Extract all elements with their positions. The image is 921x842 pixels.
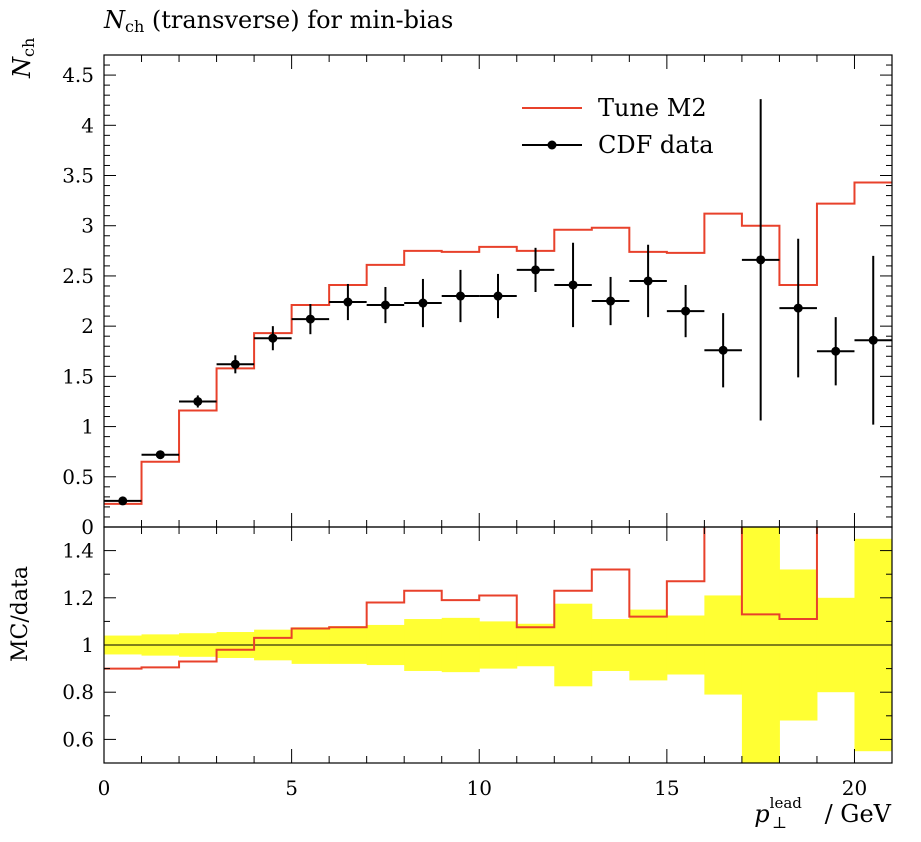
data-point [268, 333, 278, 343]
data-point [831, 346, 841, 356]
title-subscript: ch [125, 17, 145, 36]
x-tick-label: 10 [467, 776, 492, 800]
data-point [193, 396, 203, 406]
y-tick-label: 0 [81, 515, 94, 539]
y-tick-label: 4 [81, 113, 94, 137]
uncertainty-band-bin [291, 627, 330, 664]
data-point [531, 265, 541, 275]
series-tune-m2-line [104, 181, 892, 505]
main-y-axis-label: Nch [8, 38, 38, 78]
chart-title: Nch (transverse) for min-bias [104, 6, 453, 36]
x-tick-label: 20 [842, 776, 867, 800]
ylabel-subscript: ch [19, 37, 38, 57]
data-point [756, 255, 766, 265]
x-tick-label: 15 [654, 776, 679, 800]
data-point [418, 298, 428, 308]
ratio-y-tick-label: 1.2 [62, 586, 94, 610]
title-symbol: N [104, 6, 125, 34]
x-axis-label: plead⊥ / GeV [754, 794, 891, 832]
data-point [606, 296, 616, 306]
data-point [343, 297, 353, 307]
y-tick-label: 1 [81, 415, 94, 439]
y-tick-label: 0.5 [62, 465, 94, 489]
legend-cdf-data-label: CDF data [598, 131, 714, 159]
data-point [155, 450, 165, 460]
legend-cdf-data-marker [547, 140, 557, 150]
data-point [681, 306, 691, 316]
data-point [455, 291, 465, 301]
data-point [305, 314, 315, 324]
legend-tune-m2-label: Tune M2 [598, 94, 707, 122]
data-point [718, 345, 728, 355]
data-point [568, 280, 578, 290]
y-tick-label: 1.5 [62, 364, 94, 388]
y-tick-label: 4.5 [62, 63, 94, 87]
y-tick-label: 3.5 [62, 164, 94, 188]
ratio-tune-m2-line [104, 527, 818, 670]
data-point [868, 335, 878, 345]
ratio-y-tick-label: 1.4 [62, 539, 94, 563]
x-tick-label: 0 [98, 776, 111, 800]
ylabel-symbol: N [8, 57, 36, 78]
main-plot-group [104, 99, 892, 506]
xlabel-symbol: p [754, 800, 770, 828]
ratio-plot-group [104, 527, 818, 670]
ratio-y-tick-label: 0.6 [62, 727, 94, 751]
data-point [643, 276, 653, 286]
title-text: (transverse) for min-bias [144, 6, 454, 34]
ratio-y-axis-label: MC/data [8, 566, 33, 662]
data-point [230, 359, 240, 369]
ratio-y-tick-label: 1 [81, 633, 94, 657]
data-point [493, 291, 503, 301]
xlabel-subscript: ⊥ [771, 813, 787, 832]
data-point [380, 300, 390, 310]
y-tick-label: 2.5 [62, 264, 94, 288]
data-point [118, 496, 128, 506]
y-tick-label: 3 [81, 214, 94, 238]
y-tick-label: 2 [81, 314, 94, 338]
xlabel-superscript: lead [769, 794, 802, 812]
data-point [793, 303, 803, 313]
xlabel-unit: / GeV [816, 800, 891, 828]
x-tick-label: 5 [285, 776, 298, 800]
ratio-y-tick-label: 0.8 [62, 680, 94, 704]
